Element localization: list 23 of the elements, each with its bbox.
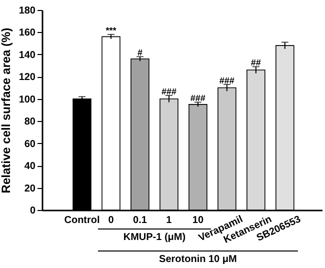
annotation: ### [161,86,176,97]
annotation: *** [106,25,117,36]
y-tick-label: 180 [18,6,36,16]
y-tick-label: 20 [24,183,36,194]
y-tick-label: 60 [24,138,36,150]
annotation: ## [250,58,261,68]
annotation: # [137,48,142,58]
y-tick-label: 80 [24,116,36,128]
text: Serotonin 10 μM [159,254,237,265]
x-tick-label: 0.1 [133,215,148,226]
annotation: ### [190,93,206,104]
annotation: ### [219,75,234,86]
y-tick-label: 140 [18,50,36,61]
y-tick-label: 40 [24,161,36,172]
y-axis-title: Relative cell surface area (%) [0,28,13,194]
y-tick-label: 160 [18,28,36,39]
y-tick-label: 0 [30,206,36,216]
y-tick-label: 120 [18,72,36,84]
x-tick-label: Control [64,215,100,226]
x-tick-label: 0 [108,215,114,226]
text: KMUP-1 (μM) [123,232,186,243]
y-tick-label: 100 [18,94,36,106]
x-tick-label: 1 [166,215,172,226]
